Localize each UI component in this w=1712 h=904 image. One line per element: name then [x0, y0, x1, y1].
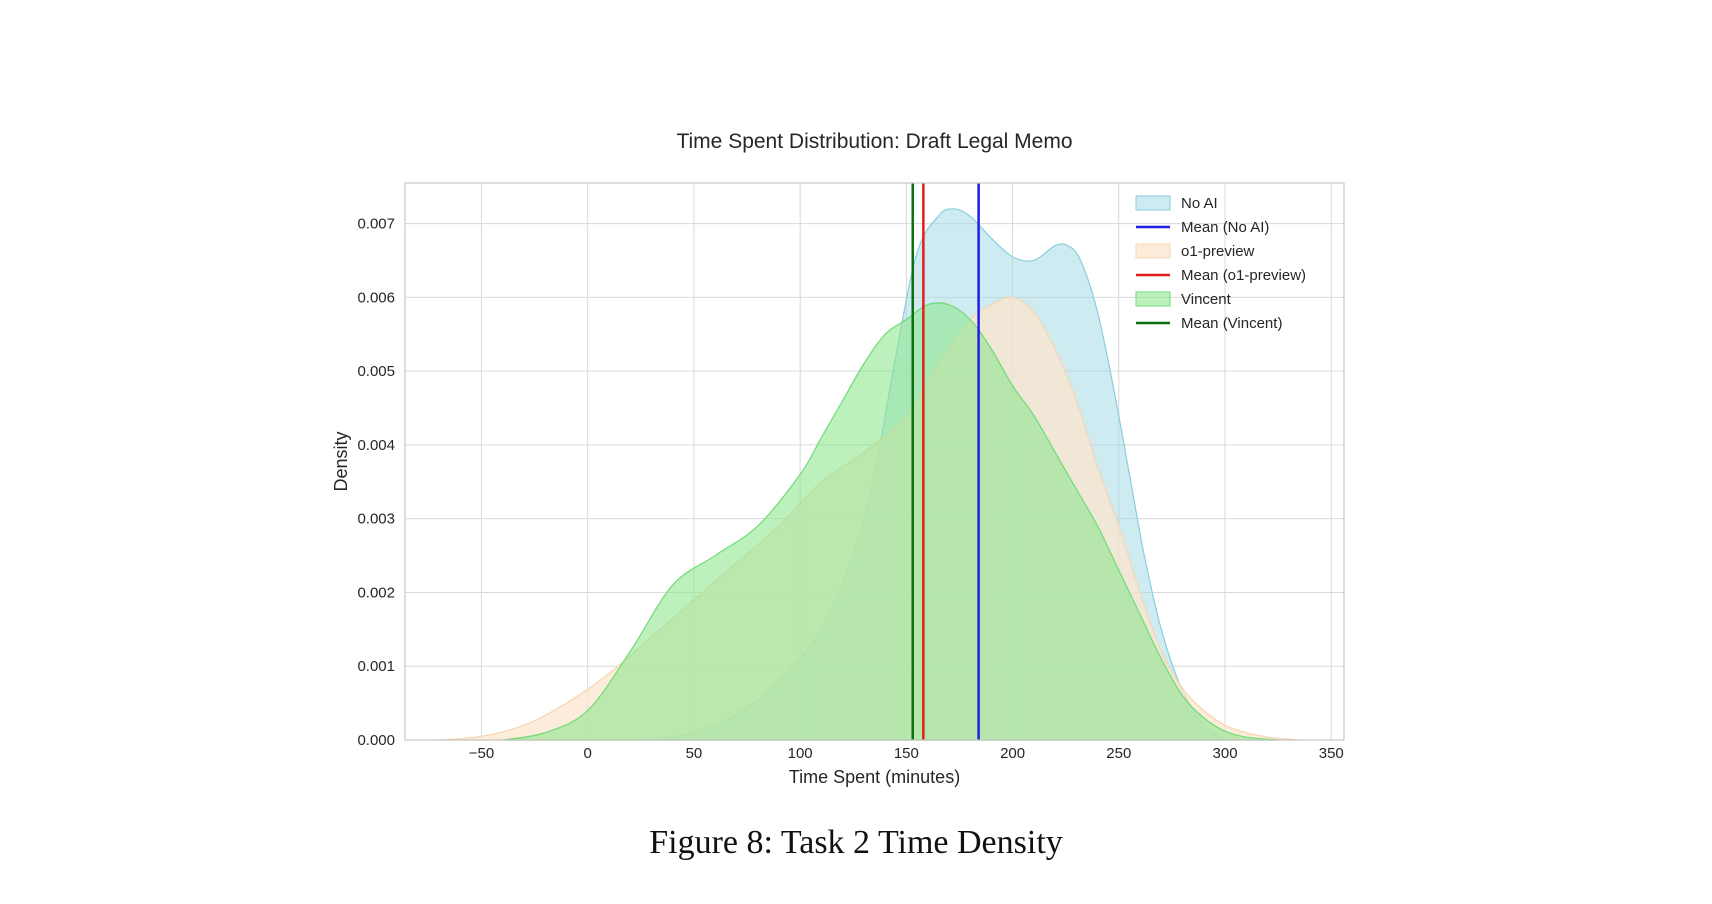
x-tick-label: 50 — [686, 745, 703, 762]
y-tick-label: 0.002 — [357, 584, 395, 601]
legend-label: Mean (Vincent) — [1181, 315, 1282, 332]
x-tick-label: 300 — [1213, 745, 1238, 762]
y-axis-label: Density — [331, 431, 351, 491]
legend-label: Mean (o1-preview) — [1181, 267, 1306, 284]
y-tick-label: 0.006 — [357, 289, 395, 306]
legend-swatch — [1135, 291, 1171, 307]
x-tick-label: −50 — [469, 745, 494, 762]
y-tick-label: 0.003 — [357, 511, 395, 528]
legend-swatch — [1135, 243, 1171, 259]
y-tick-label: 0.005 — [357, 363, 395, 380]
x-tick-label: 100 — [788, 745, 813, 762]
legend-label: o1-preview — [1181, 243, 1255, 260]
x-tick-label: 0 — [584, 745, 592, 762]
figure-caption: Figure 8: Task 2 Time Density — [649, 824, 1063, 861]
x-tick-label: 350 — [1319, 745, 1344, 762]
chart-title: Time Spent Distribution: Draft Legal Mem… — [676, 130, 1072, 153]
x-axis-label: Time Spent (minutes) — [789, 767, 960, 787]
y-tick-label: 0.004 — [357, 437, 395, 454]
legend-label: No AI — [1181, 195, 1218, 212]
y-tick-label: 0.007 — [357, 216, 395, 233]
legend-swatch — [1135, 195, 1171, 211]
vincent-density-area — [502, 302, 1279, 741]
plot-frame — [404, 182, 1345, 741]
y-tick-label: 0.000 — [357, 732, 395, 749]
legend-label: Mean (No AI) — [1181, 219, 1269, 236]
y-tick-label: 0.001 — [357, 658, 395, 675]
x-tick-label: 150 — [894, 745, 919, 762]
x-tick-label: 250 — [1106, 745, 1131, 762]
legend-label: Vincent — [1181, 291, 1232, 308]
x-tick-label: 200 — [1000, 745, 1025, 762]
